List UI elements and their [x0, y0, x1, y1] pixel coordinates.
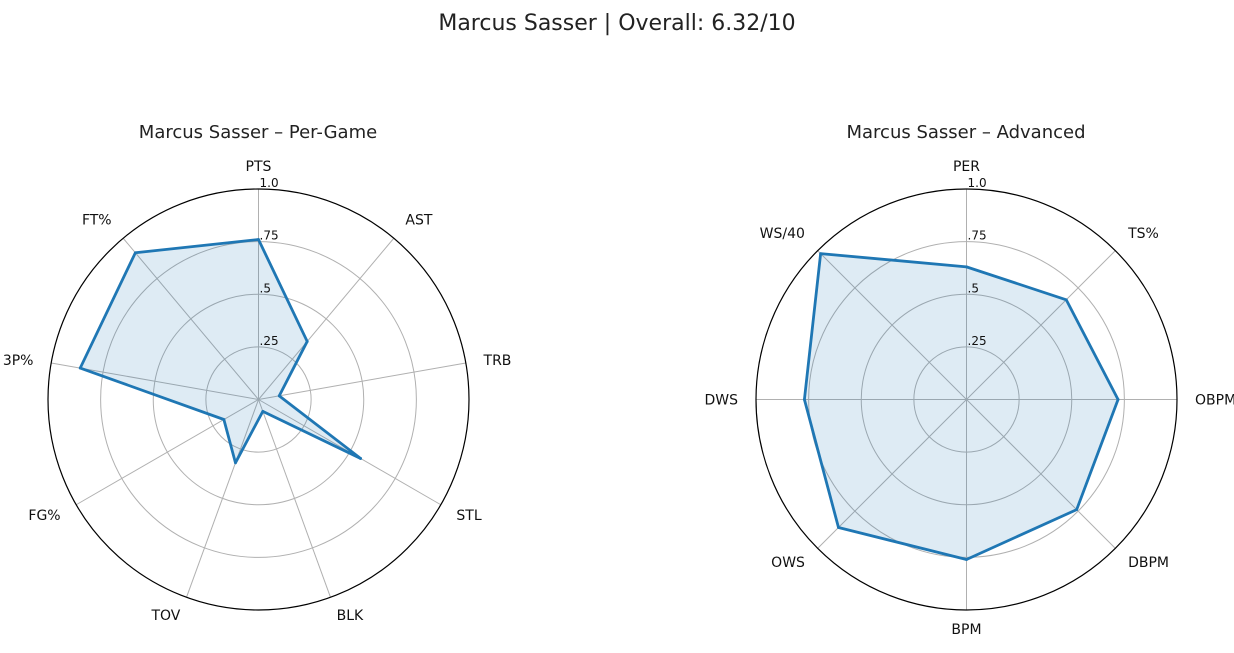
r-tick-label: .25	[260, 334, 279, 348]
axis-label-ft-pct: FT%	[82, 212, 112, 228]
spoke-tov	[186, 399, 259, 598]
spoke-trb	[258, 362, 466, 400]
data-point-per	[965, 265, 968, 269]
r-tick-label: .5	[260, 281, 271, 295]
series-fill	[804, 253, 1119, 560]
data-point-ts-pct	[1064, 298, 1068, 302]
axis-label-dws: DWS	[704, 393, 738, 409]
axis-label-stl: STL	[456, 508, 481, 524]
data-point-ft-pct	[133, 251, 137, 255]
series-fill	[80, 239, 361, 463]
spoke-ws-40	[817, 250, 967, 400]
polar-frame	[47, 188, 470, 611]
axis-label-ows: OWS	[771, 555, 805, 571]
data-point-trb	[277, 394, 281, 398]
data-point-dws	[803, 398, 806, 401]
data-point-dbpm	[1075, 508, 1079, 512]
data-point-ows	[837, 526, 840, 529]
spoke-ts-pct	[966, 250, 1116, 400]
axis-label-per: PER	[953, 159, 980, 175]
spoke-dbpm	[966, 399, 1116, 549]
data-point-blk	[261, 409, 265, 413]
r-tick-label: .5	[968, 281, 979, 295]
axis-label-dbpm: DBPM	[1128, 555, 1169, 571]
axis-label-fg-pct: FG%	[28, 508, 60, 524]
r-tick-label: 1.0	[260, 176, 279, 190]
r-tick-label: .75	[260, 229, 279, 243]
axis-label-pts: PTS	[246, 159, 272, 175]
series-line	[78, 238, 362, 465]
axis-label-obpm: OBPM	[1195, 393, 1234, 409]
chart-title-per-game: Marcus Sasser – Per-Game	[139, 122, 377, 143]
r-tick-label: .75	[968, 229, 987, 243]
data-point-stl	[359, 457, 362, 460]
data-point-pts	[257, 238, 260, 241]
data-point-ast	[305, 340, 309, 343]
spoke-fg-pct	[75, 399, 259, 506]
data-point-3p-pct	[78, 366, 82, 370]
spoke-ast	[258, 237, 395, 400]
data-point-obpm	[1116, 398, 1120, 401]
axis-label-3p-pct: 3P%	[3, 353, 34, 369]
polar-frame	[755, 188, 1178, 611]
data-point-fg-pct	[222, 418, 226, 421]
r-tick-label: 1.0	[968, 176, 987, 190]
axis-label-bpm: BPM	[951, 622, 981, 638]
spoke-ows	[817, 399, 967, 549]
chart-title-advanced: Marcus Sasser – Advanced	[846, 122, 1085, 143]
axis-label-trb: TRB	[483, 353, 512, 369]
data-point-bpm	[965, 558, 968, 561]
figure-title: Marcus Sasser | Overall: 6.32/10	[438, 11, 795, 36]
axis-label-blk: BLK	[337, 608, 364, 624]
axis-label-ast: AST	[405, 212, 432, 228]
data-point-tov	[234, 461, 237, 465]
axis-label-ts-pct: TS%	[1127, 226, 1159, 242]
axis-label-ws-40: WS/40	[760, 226, 805, 242]
spoke-ft-pct	[122, 237, 259, 400]
data-point-ws-40	[819, 252, 823, 256]
r-tick-label: .25	[968, 334, 987, 348]
axis-label-tov: TOV	[150, 608, 180, 624]
spoke-blk	[258, 399, 331, 598]
